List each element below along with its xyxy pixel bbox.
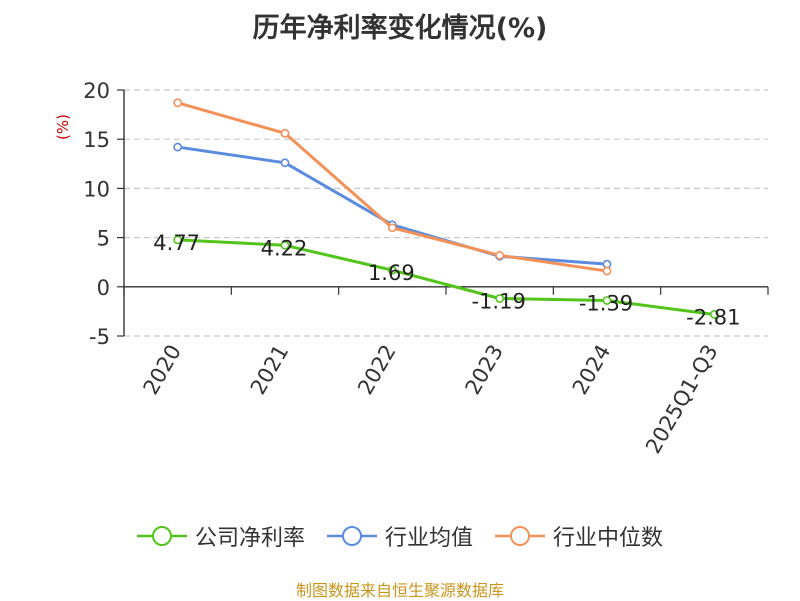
data-point bbox=[602, 266, 612, 276]
data-label: -2.81 bbox=[686, 305, 740, 329]
y-tick-label: 10 bbox=[83, 177, 110, 201]
series-line-1 bbox=[177, 145, 608, 266]
legend: 公司净利率 行业均值 行业中位数 bbox=[0, 520, 800, 552]
data-point bbox=[173, 235, 183, 245]
x-tick-label: 2023 bbox=[460, 341, 508, 399]
series-line-0 bbox=[177, 238, 715, 316]
data-point bbox=[173, 142, 183, 152]
x-tick-label: 2020 bbox=[138, 341, 186, 399]
data-point bbox=[280, 158, 290, 168]
series-line-2 bbox=[177, 101, 608, 273]
data-label: -1.39 bbox=[579, 291, 633, 315]
y-tick-label: 15 bbox=[83, 128, 110, 152]
grid-layer bbox=[124, 89, 768, 337]
y-tick-label: 5 bbox=[97, 227, 110, 251]
line-layer bbox=[173, 98, 719, 319]
data-point bbox=[173, 98, 183, 108]
legend-item[interactable]: 行业均值 bbox=[326, 520, 473, 552]
data-label: 1.69 bbox=[368, 261, 415, 285]
data-point bbox=[280, 128, 290, 138]
data-point bbox=[602, 296, 612, 305]
data-label: 4.77 bbox=[153, 231, 200, 255]
data-label: -1.19 bbox=[471, 290, 525, 314]
data-point bbox=[495, 250, 505, 260]
legend-item[interactable]: 公司净利率 bbox=[136, 520, 305, 552]
x-tick-label: 2022 bbox=[353, 341, 401, 399]
x-tick-label: 2021 bbox=[246, 341, 294, 399]
legend-label: 公司净利率 bbox=[194, 526, 305, 551]
x-tick-label: 2024 bbox=[568, 341, 616, 399]
x-tick-label: 2025Q1-Q3 bbox=[641, 341, 723, 458]
data-point bbox=[495, 294, 505, 303]
legend-label: 行业均值 bbox=[384, 526, 473, 551]
y-tick-label: 0 bbox=[97, 276, 110, 300]
data-point bbox=[387, 223, 397, 233]
data-point bbox=[387, 265, 397, 275]
data-point bbox=[709, 310, 719, 319]
axis-layer: 20 15 10 5 0 -5 2020 2021 2022 2023 2024 2025Q1-Q3 bbox=[83, 79, 769, 458]
legend-item[interactable]: 行业中位数 bbox=[495, 520, 663, 552]
y-axis-label: (%) bbox=[54, 114, 72, 140]
legend-marker bbox=[136, 526, 187, 546]
chart-title: 历年净利率变化情况(%) bbox=[252, 13, 548, 44]
data-label: 4.22 bbox=[261, 236, 308, 260]
legend-marker bbox=[495, 526, 545, 546]
legend-marker bbox=[326, 526, 377, 546]
source-note: 制图数据来自恒生聚源数据库 bbox=[295, 581, 504, 600]
y-tick-label: 20 bbox=[83, 79, 110, 103]
legend-label: 行业中位数 bbox=[553, 526, 664, 551]
label-layer: 4.77 4.22 1.69 -1.19 -1.39 -2.81 bbox=[153, 231, 740, 330]
y-tick-label: -5 bbox=[89, 325, 110, 349]
data-point bbox=[280, 240, 290, 250]
